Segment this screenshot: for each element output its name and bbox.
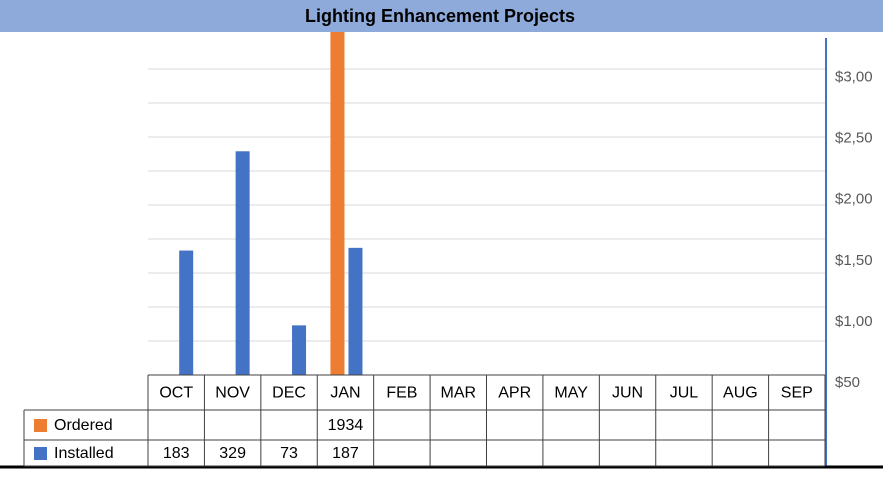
legend-key	[34, 419, 47, 432]
table-value: 1934	[328, 417, 364, 434]
x-tick-label: JUL	[670, 385, 699, 402]
legend-key	[34, 447, 47, 460]
bar	[330, 32, 345, 375]
table-value: 329	[219, 445, 246, 462]
bar	[179, 250, 194, 375]
x-tick-label: JAN	[330, 385, 360, 402]
bar	[348, 247, 363, 375]
table-value: 183	[163, 445, 190, 462]
x-tick-label: MAR	[441, 385, 477, 402]
x-tick-label: DEC	[272, 385, 306, 402]
x-tick-label: MAY	[554, 385, 588, 402]
y-tick-label: $3,00	[835, 69, 873, 86]
y-tick-label: $1,50	[835, 252, 873, 269]
x-tick-label: APR	[498, 385, 531, 402]
x-tick-label: FEB	[386, 385, 417, 402]
chart-title: Lighting Enhancement Projects	[305, 6, 575, 26]
x-tick-label: OCT	[159, 385, 193, 402]
title-bar	[0, 0, 883, 32]
table-value: 73	[280, 445, 298, 462]
x-tick-label: NOV	[215, 385, 250, 402]
table-value: 187	[332, 445, 359, 462]
legend-label: Ordered	[54, 417, 113, 434]
bar	[292, 325, 307, 375]
legend-label: Installed	[54, 445, 114, 462]
x-tick-label: SEP	[781, 385, 813, 402]
bar	[235, 151, 250, 375]
y-tick-label: $2,00	[835, 191, 873, 208]
y-tick-label: $1,00	[835, 313, 873, 330]
x-tick-label: AUG	[723, 385, 758, 402]
y-tick-label: $2,50	[835, 130, 873, 147]
x-tick-label: JUN	[612, 385, 643, 402]
y-tick-label: $50	[835, 374, 860, 391]
